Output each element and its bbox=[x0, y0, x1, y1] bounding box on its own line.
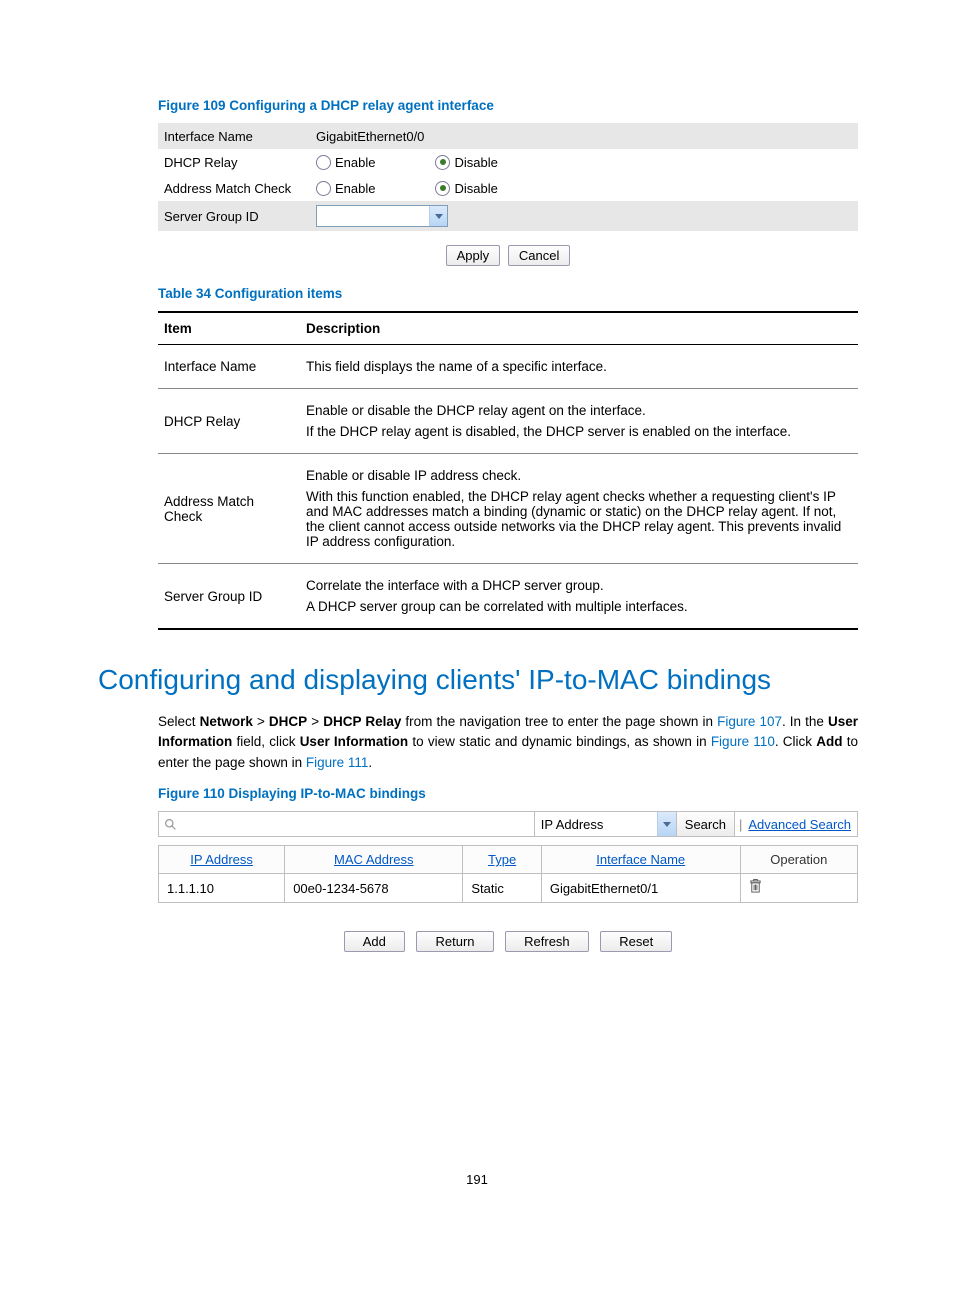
text: > bbox=[307, 714, 323, 729]
cancel-button[interactable]: Cancel bbox=[508, 245, 570, 266]
text: > bbox=[253, 714, 269, 729]
th-interface-name[interactable]: Interface Name bbox=[541, 846, 740, 874]
label-address-match-check: Address Match Check bbox=[158, 177, 310, 200]
text: . Click bbox=[775, 734, 816, 749]
value-interface-name: GigabitEthernet0/0 bbox=[310, 125, 858, 148]
return-button[interactable]: Return bbox=[416, 931, 493, 952]
radio-icon bbox=[316, 181, 331, 196]
table-row: Address Match Check Enable or disable IP… bbox=[158, 454, 858, 564]
label-interface-name: Interface Name bbox=[158, 125, 310, 148]
table-row: 1.1.1.10 00e0-1234-5678 Static GigabitEt… bbox=[159, 874, 858, 903]
figure-110-caption: Figure 110 Displaying IP-to-MAC bindings bbox=[98, 786, 856, 801]
desc-line: This field displays the name of a specif… bbox=[306, 359, 852, 374]
search-bar: IP Address Search | Advanced Search bbox=[158, 811, 858, 837]
nav-crumb: DHCP Relay bbox=[323, 714, 401, 729]
link-figure-110[interactable]: Figure 110 bbox=[711, 734, 775, 749]
table-row: Interface Name This field displays the n… bbox=[158, 345, 858, 389]
reset-button[interactable]: Reset bbox=[600, 931, 672, 952]
radio-addr-match-disable[interactable]: Disable bbox=[435, 181, 497, 196]
cell-description: Enable or disable the DHCP relay agent o… bbox=[300, 389, 858, 454]
label-dhcp-relay: DHCP Relay bbox=[158, 151, 310, 174]
cell-operation bbox=[740, 874, 857, 903]
row-server-group-id: Server Group ID bbox=[158, 201, 858, 231]
advanced-search-link[interactable]: Advanced Search bbox=[742, 817, 857, 832]
th-description: Description bbox=[300, 312, 858, 345]
add-button[interactable]: Add bbox=[344, 931, 405, 952]
desc-line: With this function enabled, the DHCP rel… bbox=[306, 489, 852, 549]
radio-icon bbox=[435, 155, 450, 170]
row-dhcp-relay: DHCP Relay Enable Disable bbox=[158, 149, 858, 175]
table-row: Server Group ID Correlate the interface … bbox=[158, 564, 858, 630]
th-ip-address[interactable]: IP Address bbox=[159, 846, 285, 874]
select-server-group-id[interactable] bbox=[316, 205, 448, 227]
table-row: DHCP Relay Enable or disable the DHCP re… bbox=[158, 389, 858, 454]
chevron-down-icon[interactable] bbox=[657, 812, 677, 836]
nav-crumb: Network bbox=[200, 714, 253, 729]
table-34: Item Description Interface Name This fie… bbox=[158, 311, 858, 630]
radio-dhcp-relay-enable[interactable]: Enable bbox=[316, 155, 375, 170]
desc-line: Enable or disable IP address check. bbox=[306, 468, 852, 483]
th-operation: Operation bbox=[740, 846, 857, 874]
desc-line: Enable or disable the DHCP relay agent o… bbox=[306, 403, 852, 418]
page-number: 191 bbox=[98, 1172, 856, 1187]
text: Select bbox=[158, 714, 200, 729]
figure-110: IP Address Search | Advanced Search IP A… bbox=[158, 811, 858, 952]
text: . In the bbox=[782, 714, 828, 729]
figure-109-caption: Figure 109 Configuring a DHCP relay agen… bbox=[98, 98, 856, 113]
figure-110-buttons: Add Return Refresh Reset bbox=[158, 931, 858, 952]
nav-crumb: DHCP bbox=[269, 714, 307, 729]
text: from the navigation tree to enter the pa… bbox=[401, 714, 717, 729]
link-figure-107[interactable]: Figure 107 bbox=[717, 714, 782, 729]
cell-item: Server Group ID bbox=[158, 564, 300, 630]
bindings-table: IP Address MAC Address Type Interface Na… bbox=[158, 845, 858, 903]
link-figure-111[interactable]: Figure 111 bbox=[306, 755, 369, 770]
desc-line: Correlate the interface with a DHCP serv… bbox=[306, 578, 852, 593]
figure-109-buttons: Apply Cancel bbox=[158, 245, 858, 266]
ui-term: Add bbox=[816, 734, 842, 749]
text: . bbox=[368, 755, 372, 770]
radio-dhcp-relay-disable[interactable]: Disable bbox=[435, 155, 497, 170]
cell-description: Correlate the interface with a DHCP serv… bbox=[300, 564, 858, 630]
desc-line: A DHCP server group can be correlated wi… bbox=[306, 599, 852, 614]
ui-term: User Information bbox=[300, 734, 409, 749]
cell-type: Static bbox=[463, 874, 541, 903]
cell-item: Interface Name bbox=[158, 345, 300, 389]
th-item: Item bbox=[158, 312, 300, 345]
row-address-match-check: Address Match Check Enable Disable bbox=[158, 175, 858, 201]
radio-label: Enable bbox=[335, 181, 375, 196]
table-34-caption: Table 34 Configuration items bbox=[98, 286, 856, 301]
divider: | bbox=[735, 817, 742, 832]
trash-icon[interactable] bbox=[749, 882, 762, 897]
search-button[interactable]: Search bbox=[677, 812, 735, 836]
row-interface-name: Interface Name GigabitEthernet0/0 bbox=[158, 123, 858, 149]
refresh-button[interactable]: Refresh bbox=[505, 931, 589, 952]
cell-mac: 00e0-1234-5678 bbox=[285, 874, 463, 903]
radio-label: Disable bbox=[454, 155, 497, 170]
radio-label: Disable bbox=[454, 181, 497, 196]
search-field-select[interactable]: IP Address bbox=[534, 812, 657, 836]
search-icon bbox=[159, 818, 181, 831]
cell-interface: GigabitEthernet0/1 bbox=[541, 874, 740, 903]
body-paragraph: Select Network > DHCP > DHCP Relay from … bbox=[158, 712, 858, 773]
radio-addr-match-enable[interactable]: Enable bbox=[316, 181, 375, 196]
chevron-down-icon bbox=[429, 206, 447, 226]
cell-ip: 1.1.1.10 bbox=[159, 874, 285, 903]
th-type[interactable]: Type bbox=[463, 846, 541, 874]
radio-icon bbox=[435, 181, 450, 196]
text: field, click bbox=[232, 734, 299, 749]
label-server-group-id: Server Group ID bbox=[158, 205, 310, 228]
cell-description: This field displays the name of a specif… bbox=[300, 345, 858, 389]
cell-item: Address Match Check bbox=[158, 454, 300, 564]
cell-item: DHCP Relay bbox=[158, 389, 300, 454]
text: to view static and dynamic bindings, as … bbox=[408, 734, 711, 749]
apply-button[interactable]: Apply bbox=[446, 245, 501, 266]
section-heading: Configuring and displaying clients' IP-t… bbox=[98, 664, 856, 696]
desc-line: If the DHCP relay agent is disabled, the… bbox=[306, 424, 852, 439]
radio-icon bbox=[316, 155, 331, 170]
cell-description: Enable or disable IP address check. With… bbox=[300, 454, 858, 564]
figure-109-form: Interface Name GigabitEthernet0/0 DHCP R… bbox=[158, 123, 858, 231]
radio-label: Enable bbox=[335, 155, 375, 170]
th-mac-address[interactable]: MAC Address bbox=[285, 846, 463, 874]
